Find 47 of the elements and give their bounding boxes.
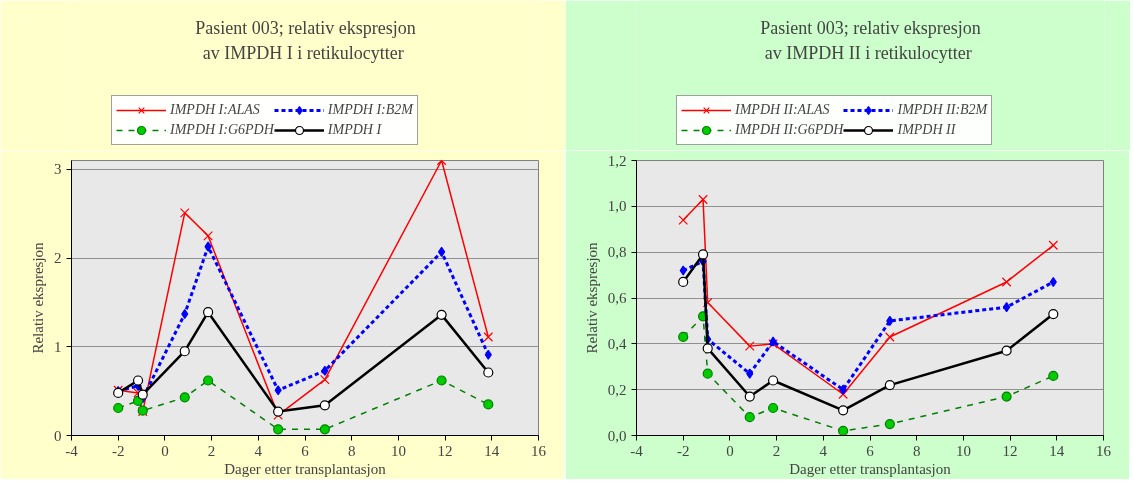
x-tick-label: 14 [484,442,500,459]
x-axis-title: Dager etter transplantasjon [789,460,952,477]
x-tick-label: 8 [347,442,356,459]
x-tick-label: 4 [819,442,828,459]
y-tick-label: 1,2 [607,152,627,169]
y-tick-label: 0,2 [607,381,627,398]
x-tick-label: 0 [726,442,734,459]
x-tick-label: 6 [301,442,310,459]
x-tick-label: -2 [111,442,125,459]
legend-label: IMPDH II:B2M [897,102,988,118]
legend-label: IMPDH II:ALAS [735,102,830,118]
y-axis-title: Relativ ekspresjon [583,241,600,354]
chart-title: Pasient 003; relativ ekspresjon av IMPDH II i retikulocytter [760,17,981,63]
x-tick-label: 4 [254,442,263,459]
x-tick-label: -4 [630,442,644,459]
x-tick-label: 14 [1049,442,1065,459]
legend-label: IMPDH I:B2M [327,102,413,118]
x-axis-title: Dager etter transplantasjon [224,460,387,477]
legend-label: IMPDH II:G6PDH [735,122,844,138]
x-tick-label: 2 [772,442,781,459]
x-tick-label: 16 [531,442,547,459]
x-tick-label: 16 [1096,442,1112,459]
y-tick-label: 3 [54,161,62,178]
y-tick-label: 0 [54,427,62,444]
x-tick-label: -4 [65,442,79,459]
x-tick-label: 12 [437,442,453,459]
y-axis-title: Relativ ekspresjon [30,241,46,354]
x-tick-label: 12 [1002,442,1018,459]
y-tick-label: 0,6 [607,290,627,306]
y-tick-label: 1 [54,338,62,355]
x-tick-label: -2 [676,442,690,459]
y-tick-label: 0,0 [607,427,627,444]
y-tick-label: 1,0 [607,198,627,215]
y-tick-label: 2 [54,250,62,267]
legend-label: IMPDH II [897,122,956,138]
legend-label: IMPDH I:ALAS [170,102,260,118]
chart-title: Pasient 003; relativ ekspresjon av IMPDH I i retikulocytter [195,17,416,63]
y-tick-label: 0,8 [607,244,627,261]
x-tick-label: 10 [390,442,406,459]
y-tick-label: 0,4 [607,335,627,352]
x-tick-label: 6 [866,442,875,459]
x-tick-label: 0 [161,442,169,459]
x-tick-label: 10 [955,442,971,459]
x-tick-label: 8 [912,442,921,459]
legend-label: IMPDH I:G6PDH [170,122,274,138]
legend-label: IMPDH I [327,122,382,138]
x-tick-label: 2 [207,442,216,459]
